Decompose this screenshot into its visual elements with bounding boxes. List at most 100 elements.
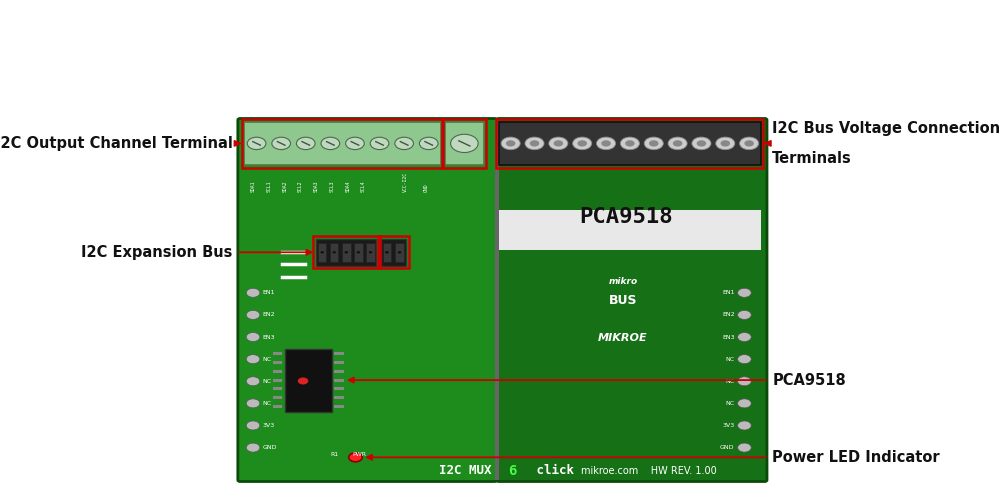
Circle shape [525,137,544,149]
Circle shape [370,137,389,149]
Circle shape [692,137,711,149]
Text: BUS: BUS [609,294,637,306]
Circle shape [738,377,751,386]
Circle shape [246,421,260,430]
FancyBboxPatch shape [238,118,497,482]
Text: 6: 6 [508,464,516,478]
Bar [342,243,351,262]
Circle shape [577,140,587,146]
Circle shape [738,421,751,430]
Circle shape [419,137,438,149]
Text: Power LED Indicator: Power LED Indicator [772,450,940,465]
Circle shape [620,137,639,149]
Text: I2C Output Channel Terminal: I2C Output Channel Terminal [0,136,233,151]
Bar [334,378,344,382]
Circle shape [549,137,568,149]
Text: EN2: EN2 [722,312,735,318]
Circle shape [601,140,611,146]
Text: click: click [529,464,574,477]
Text: EN3: EN3 [722,334,735,340]
Text: EN1: EN1 [263,290,275,296]
Circle shape [738,399,751,408]
Text: NC: NC [263,401,272,406]
Bar [334,396,344,399]
Circle shape [573,137,592,149]
Text: SCL3: SCL3 [329,180,334,192]
Circle shape [296,137,315,149]
Circle shape [246,399,260,408]
Circle shape [644,137,663,149]
Circle shape [321,137,340,149]
Bar [330,243,338,262]
Circle shape [246,377,260,386]
Bar [273,378,282,382]
Text: SCL2: SCL2 [298,180,303,192]
Circle shape [738,443,751,452]
Bar [378,236,409,268]
Circle shape [246,310,260,320]
Bar [366,243,375,262]
Text: R1: R1 [330,452,339,458]
Bar [445,122,484,165]
Bar [285,348,332,412]
Circle shape [738,288,751,298]
Bar [316,239,376,266]
Text: 3V3: 3V3 [263,423,275,428]
Circle shape [740,137,759,149]
Circle shape [625,140,635,146]
Circle shape [668,137,687,149]
Bar [273,370,282,373]
Bar [383,243,391,262]
Circle shape [649,140,659,146]
Circle shape [357,251,360,254]
Text: NC: NC [263,356,272,362]
Circle shape [246,443,260,452]
Text: SDA2: SDA2 [282,180,287,192]
Text: SDA1: SDA1 [251,180,256,192]
Bar [499,122,761,165]
Text: NC: NC [725,356,735,362]
Text: EN2: EN2 [263,312,275,318]
Text: Terminals: Terminals [772,151,852,166]
Bar [313,236,380,268]
Text: GND: GND [263,445,277,450]
Text: I2C MUX: I2C MUX [439,464,499,477]
Circle shape [345,251,348,254]
Bar [273,396,282,399]
Circle shape [247,137,266,149]
Circle shape [501,137,520,149]
Text: EN1: EN1 [722,290,735,296]
Bar [334,405,344,408]
Bar [334,370,344,373]
Circle shape [530,140,539,146]
Bar [395,243,404,262]
Circle shape [506,140,515,146]
Text: PWR: PWR [352,452,366,458]
Bar [495,120,499,480]
Circle shape [721,140,730,146]
Bar [244,122,441,165]
Bar [442,120,486,168]
Bar [273,405,282,408]
Bar [496,120,763,168]
Circle shape [272,137,291,149]
Text: 3V3: 3V3 [722,423,735,428]
Bar [318,243,326,262]
Circle shape [744,140,754,146]
Bar [499,210,761,250]
Bar [273,361,282,364]
Text: I2C Bus Voltage Connection: I2C Bus Voltage Connection [772,121,1000,136]
Text: NC: NC [263,379,272,384]
Text: NC: NC [725,401,735,406]
Circle shape [395,137,413,149]
Circle shape [298,378,308,384]
Text: SDA4: SDA4 [345,180,350,192]
Circle shape [673,140,682,146]
Circle shape [738,310,751,320]
Bar [354,243,363,262]
Text: GND: GND [720,445,735,450]
Circle shape [738,332,751,342]
Text: SCL4: SCL4 [361,180,366,192]
Text: NC: NC [725,379,735,384]
Circle shape [697,140,706,146]
